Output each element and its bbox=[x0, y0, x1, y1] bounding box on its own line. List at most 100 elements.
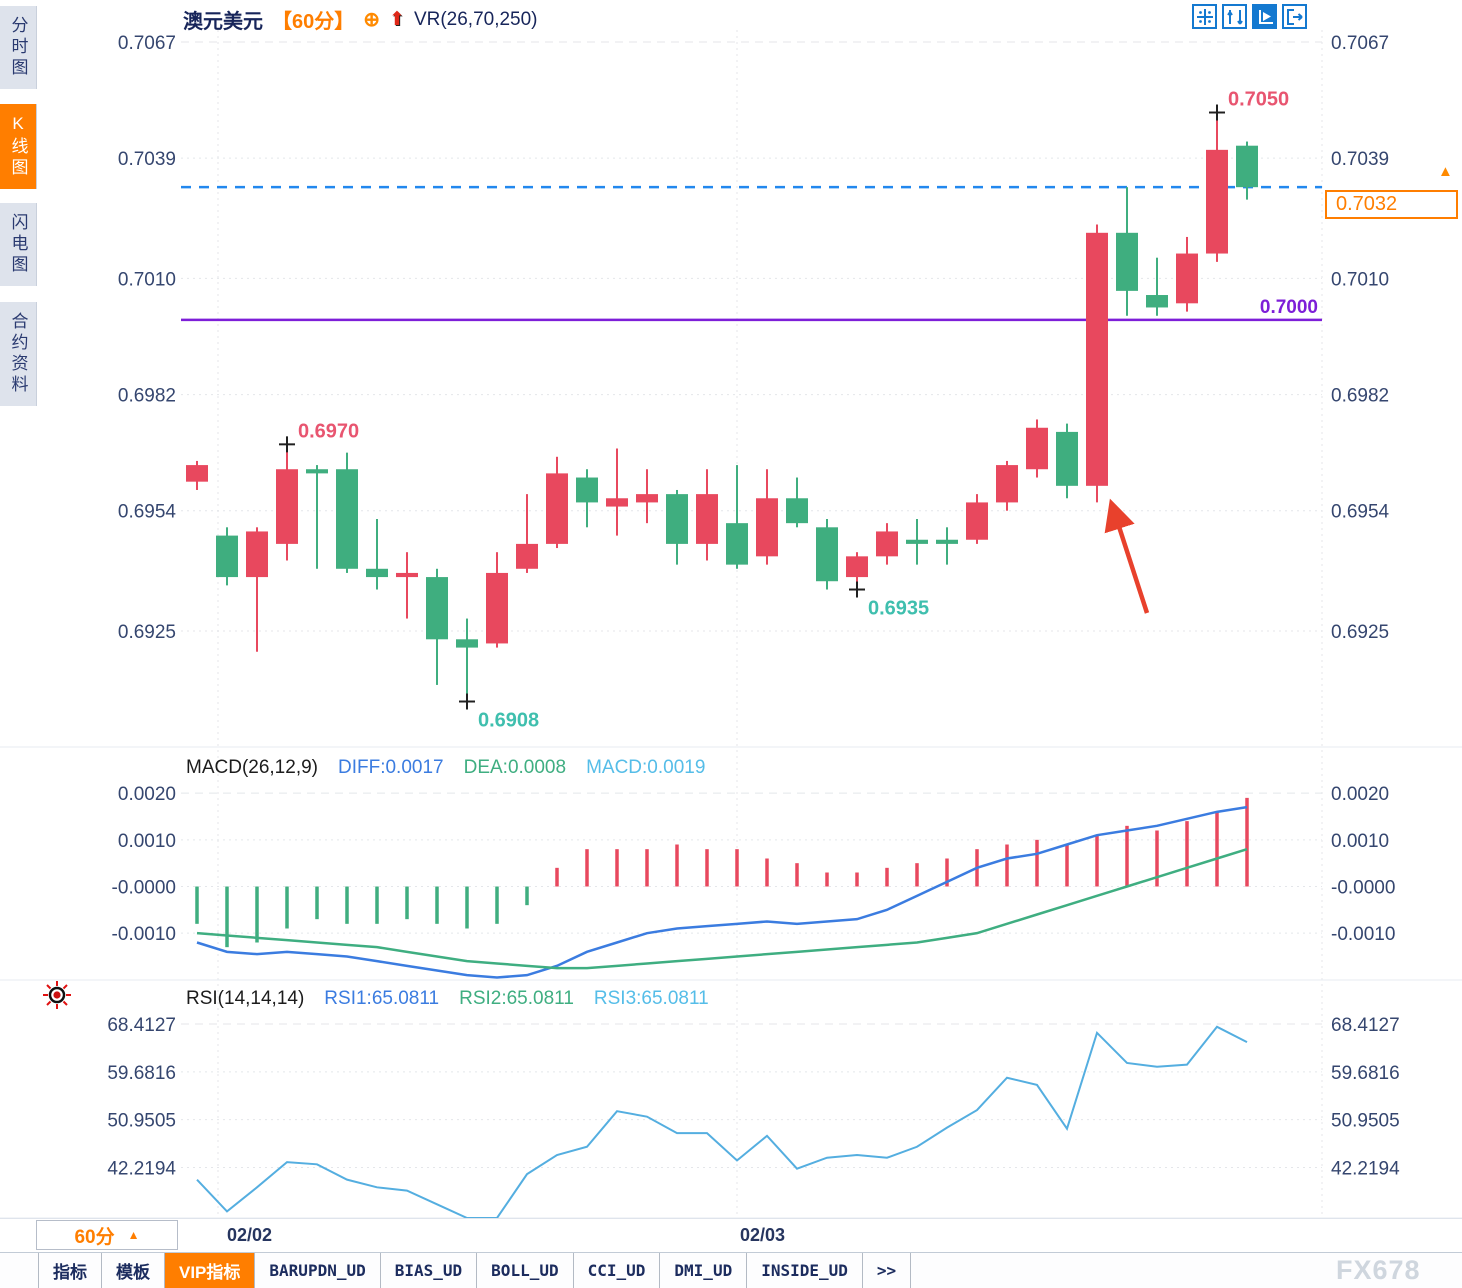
macd-macd-value: MACD:0.0019 bbox=[586, 757, 706, 778]
macd-dea-value: DEA:0.0008 bbox=[463, 757, 567, 778]
rsi2-value: RSI2:65.0811 bbox=[459, 988, 574, 1009]
bottom-tab-dmi_ud[interactable]: DMI_UD bbox=[660, 1253, 748, 1288]
chart-toolbar bbox=[1192, 4, 1307, 29]
candle-body bbox=[996, 465, 1018, 503]
timeframe-caret-icon: ▲ bbox=[127, 1228, 140, 1242]
candle-body bbox=[696, 494, 718, 544]
buy-signal-arrow-icon: ⬆ bbox=[389, 9, 405, 30]
candle-body bbox=[246, 531, 268, 578]
candle-body bbox=[396, 572, 418, 578]
axis-label-left: 0.6982 bbox=[118, 386, 176, 407]
rsi1-value: RSI1:65.0811 bbox=[324, 988, 440, 1009]
candle-body bbox=[1116, 232, 1138, 291]
axis-label-right: 50.9505 bbox=[1331, 1111, 1400, 1132]
bottom-tab-[interactable]: 指标 bbox=[38, 1253, 102, 1288]
timeframe-selector-label: 60分 bbox=[74, 1226, 115, 1248]
bottom-tab-barupdn_ud[interactable]: BARUPDN_UD bbox=[255, 1253, 381, 1288]
axis-label-right: 59.6816 bbox=[1331, 1063, 1400, 1084]
axis-label-right: 0.7067 bbox=[1331, 33, 1389, 54]
candle-body bbox=[966, 502, 988, 540]
low-price-label: 0.6935 bbox=[868, 598, 929, 620]
chart-title-bar: 澳元美元 【60分】 ⊕ ⬆ VR(26,70,250) bbox=[183, 5, 538, 34]
candle-body bbox=[276, 469, 298, 544]
candle-body bbox=[876, 531, 898, 557]
rsi-line bbox=[196, 1025, 1248, 1219]
candle-body bbox=[666, 494, 688, 544]
breakout-arrow-annotation bbox=[1104, 498, 1150, 614]
sidebar-item-time-chart[interactable]: 分时图 bbox=[0, 6, 37, 89]
macd-diff-line bbox=[196, 805, 1248, 979]
axis-label-left: 0.7067 bbox=[118, 33, 176, 54]
candle-body bbox=[606, 498, 628, 507]
symbol-title: 澳元美元 bbox=[183, 11, 263, 33]
candle-body bbox=[1206, 149, 1228, 254]
axis-label-right: 0.7010 bbox=[1331, 269, 1389, 290]
bottom-tab-[interactable]: >> bbox=[863, 1253, 912, 1288]
axis-label-left: 0.0010 bbox=[118, 831, 176, 852]
bottom-tab-vip[interactable]: VIP指标 bbox=[165, 1253, 256, 1288]
rsi3-value: RSI3:65.0811 bbox=[593, 988, 709, 1009]
axis-label-left: 42.2194 bbox=[107, 1158, 176, 1179]
macd-dea-line bbox=[196, 847, 1248, 970]
axis-label-left: 50.9505 bbox=[107, 1111, 176, 1132]
rsi-header: RSI(14,14,14) RSI1:65.0811 RSI2:65.0811 … bbox=[186, 988, 709, 1010]
candle-body bbox=[426, 577, 448, 640]
axis-label-left: 0.0020 bbox=[118, 784, 176, 805]
macd-header: MACD(26,12,9) DIFF:0.0017 DEA:0.0008 MAC… bbox=[186, 757, 705, 779]
candle-body bbox=[636, 494, 658, 503]
candle-body bbox=[576, 477, 598, 503]
candle-body bbox=[1146, 295, 1168, 308]
axis-label-left: -0.0000 bbox=[112, 878, 176, 899]
date-label: 02/03 bbox=[740, 1225, 786, 1245]
candle-body bbox=[516, 543, 538, 569]
candle-body bbox=[936, 539, 958, 544]
date-label: 02/02 bbox=[227, 1225, 273, 1245]
price-up-marker-icon: ▲ bbox=[1438, 163, 1453, 180]
axis-label-left: 59.6816 bbox=[107, 1063, 176, 1084]
axis-range-icon[interactable] bbox=[1222, 4, 1247, 29]
axis-label-right: 0.6982 bbox=[1331, 386, 1389, 407]
axis-label-right: 0.6954 bbox=[1331, 502, 1390, 523]
bottom-tab-inside_ud[interactable]: INSIDE_UD bbox=[747, 1253, 863, 1288]
sidebar-item-flash-chart[interactable]: 闪电图 bbox=[0, 203, 37, 286]
add-indicator-icon[interactable]: ⊕ bbox=[363, 9, 381, 31]
sidebar-item-contract-info[interactable]: 合约资料 bbox=[0, 302, 37, 406]
candle-body bbox=[366, 568, 388, 578]
candle-body bbox=[1026, 427, 1048, 470]
watermark: FX678 bbox=[1336, 1255, 1421, 1285]
candle-body bbox=[756, 498, 778, 557]
auto-scale-icon[interactable] bbox=[1252, 4, 1277, 29]
bottom-tab-bias_ud[interactable]: BIAS_UD bbox=[381, 1253, 478, 1288]
low-price-label: 0.6908 bbox=[478, 710, 539, 732]
timeframe-tag: 【60分】 bbox=[272, 11, 355, 33]
candle-body bbox=[786, 498, 808, 524]
candle-body bbox=[336, 469, 358, 569]
candle-body bbox=[1236, 145, 1258, 188]
overlay-indicator-label: VR(26,70,250) bbox=[413, 8, 538, 30]
axis-label-left: 0.7039 bbox=[118, 149, 176, 170]
axis-label-right: 42.2194 bbox=[1331, 1158, 1400, 1179]
indicator-tab-bar: 指标 模板 VIP指标 BARUPDN_UD BIAS_UD BOLL_UD CCI_UD D… bbox=[0, 1252, 1462, 1288]
candle-body bbox=[1056, 431, 1078, 486]
candle-body bbox=[486, 572, 508, 644]
candle-body bbox=[306, 469, 328, 474]
crosshair-icon[interactable] bbox=[1192, 4, 1217, 29]
bottom-tab-cci_ud[interactable]: CCI_UD bbox=[574, 1253, 661, 1288]
candle-body bbox=[216, 535, 238, 578]
candle-body bbox=[726, 523, 748, 565]
bottom-tab-boll_ud[interactable]: BOLL_UD bbox=[477, 1253, 574, 1288]
timeframe-selector[interactable]: 60分 ▲ bbox=[36, 1220, 178, 1250]
indicator-settings-icon[interactable] bbox=[41, 979, 73, 1011]
axis-label-left: 0.6954 bbox=[118, 502, 177, 523]
sidebar-item-candle-chart[interactable]: K线图 bbox=[0, 104, 37, 189]
axis-label-right: -0.0010 bbox=[1331, 924, 1395, 945]
axis-label-right: 0.7039 bbox=[1331, 149, 1389, 170]
bottom-tab-[interactable]: 模板 bbox=[102, 1253, 165, 1288]
candle-body bbox=[186, 465, 208, 482]
candle-body bbox=[1086, 232, 1108, 486]
rsi-title: RSI(14,14,14) bbox=[186, 988, 305, 1009]
axis-label-right: 0.0020 bbox=[1331, 784, 1389, 805]
candle-body bbox=[1176, 253, 1198, 304]
pan-right-icon[interactable] bbox=[1282, 4, 1307, 29]
